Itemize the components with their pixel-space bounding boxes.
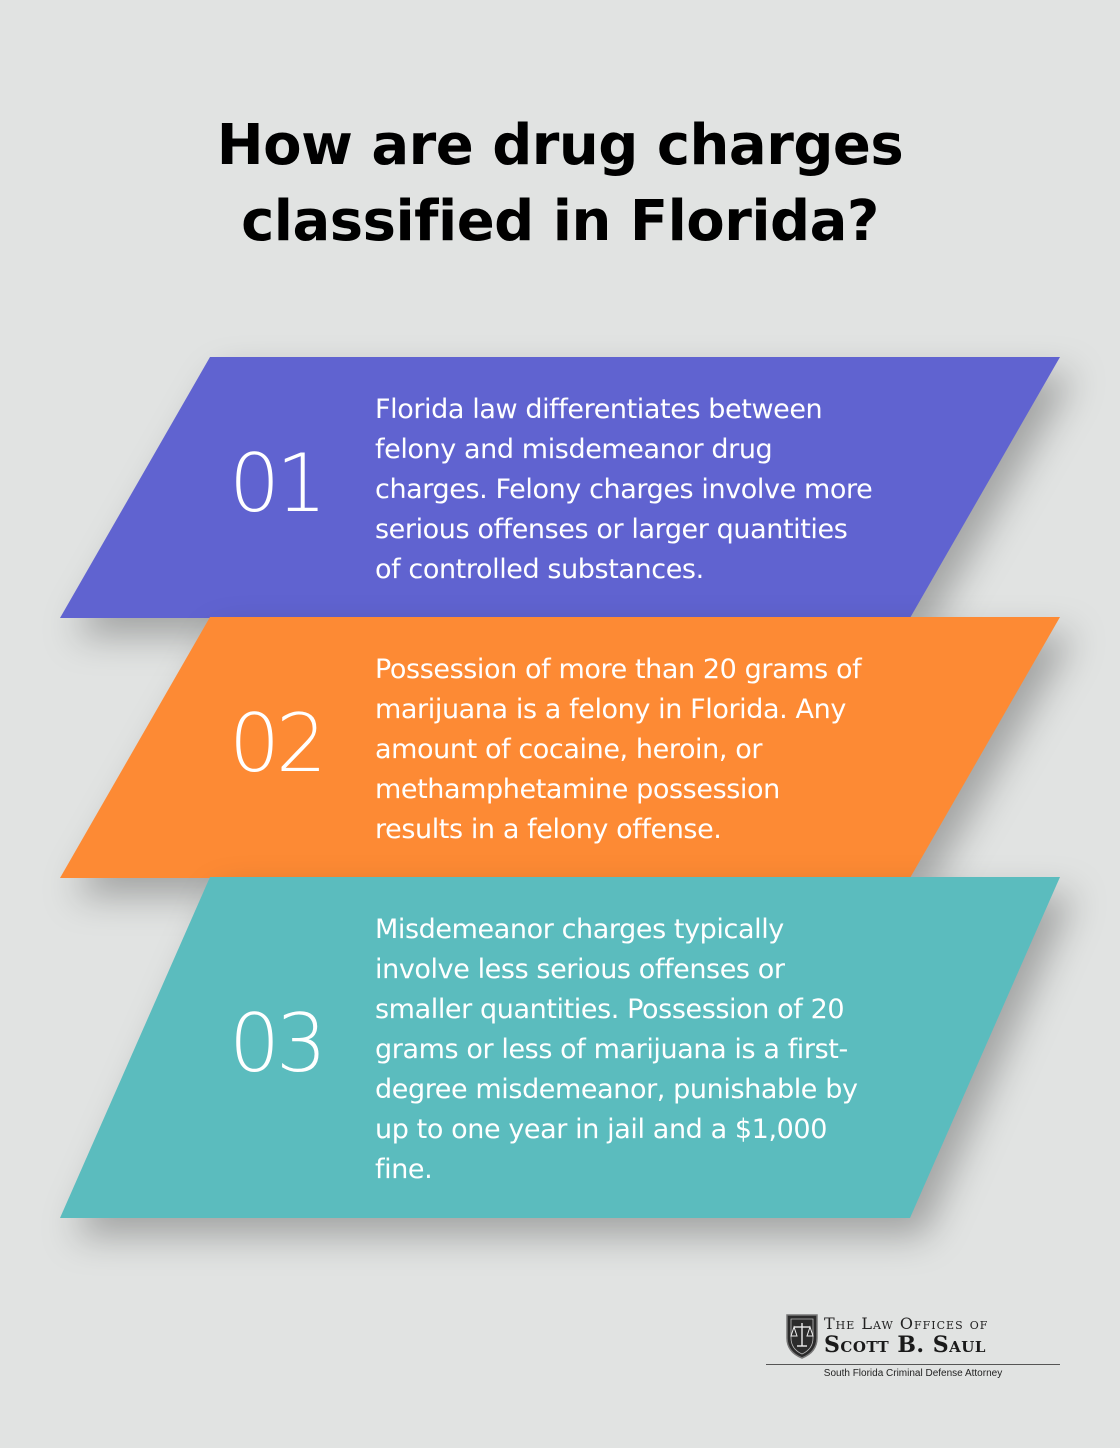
logo-firm-prefix: The Law Offices of <box>824 1314 989 1333</box>
logo-divider <box>766 1364 1060 1365</box>
step-3-number: 03 <box>229 997 327 1090</box>
step-1-parallelogram <box>60 357 1060 618</box>
step-1-text-line: felony and misdemeanor drug <box>375 434 773 465</box>
step-3-text-line: grams or less of marijuana is a first- <box>375 1034 848 1065</box>
step-1-text-line: Florida law differentiates between <box>375 394 823 425</box>
step-2-text-line: marijuana is a felony in Florida. Any <box>375 694 846 725</box>
step-3-text-line: degree misdemeanor, punishable by <box>375 1074 858 1105</box>
step-2-text-line: amount of cocaine, heroin, or <box>375 734 763 765</box>
step-2-background <box>60 617 1060 878</box>
step-2-number: 02 <box>229 697 327 790</box>
step-1-number: 01 <box>229 437 327 530</box>
step-3-text-line: smaller quantities. Possession of 20 <box>375 994 845 1025</box>
step-3-background <box>60 877 1060 1218</box>
logo-firm-name: Scott B. Saul <box>824 1332 986 1358</box>
step-3-text-line: fine. <box>375 1154 433 1185</box>
step-2-text-line: results in a felony offense. <box>375 814 722 845</box>
step-card-2: 02 Possession of more than 20 grams of m… <box>60 617 1060 878</box>
step-2-text-line: Possession of more than 20 grams of <box>375 654 862 685</box>
page-title: How are drug charges classified in Flori… <box>0 108 1120 260</box>
law-office-logo: The Law Offices of Scott B. Saul South F… <box>766 1310 1060 1390</box>
step-1-text-line: charges. Felony charges involve more <box>375 474 873 505</box>
step-card-3: 03 Misdemeanor charges typically involve… <box>60 877 1060 1218</box>
step-3-text: Misdemeanor charges typically involve le… <box>375 910 915 1190</box>
step-2-parallelogram <box>60 617 1060 878</box>
page-title-line-1: How are drug charges <box>216 113 904 178</box>
step-3-text-line: involve less serious offenses or <box>375 954 785 985</box>
step-2-text: Possession of more than 20 grams of mari… <box>375 650 915 850</box>
step-3-text-line: up to one year in jail and a $1,000 <box>375 1114 827 1145</box>
step-1-text: Florida law differentiates between felon… <box>375 390 915 590</box>
logo-tagline: South Florida Criminal Defense Attorney <box>823 1368 1003 1379</box>
step-3-text-line: Misdemeanor charges typically <box>375 914 784 945</box>
step-2-text-line: methamphetamine possession <box>375 774 780 805</box>
step-3-parallelogram <box>60 877 1060 1218</box>
step-1-text-line: serious offenses or larger quantities <box>375 514 848 545</box>
scales-of-justice-shield-icon <box>784 1312 820 1360</box>
step-1-text-line: of controlled substances. <box>375 554 704 585</box>
step-1-background <box>60 357 1060 618</box>
step-card-1: 01 Florida law differentiates between fe… <box>60 357 1060 618</box>
page-title-line-2: classified in Florida? <box>241 189 879 254</box>
